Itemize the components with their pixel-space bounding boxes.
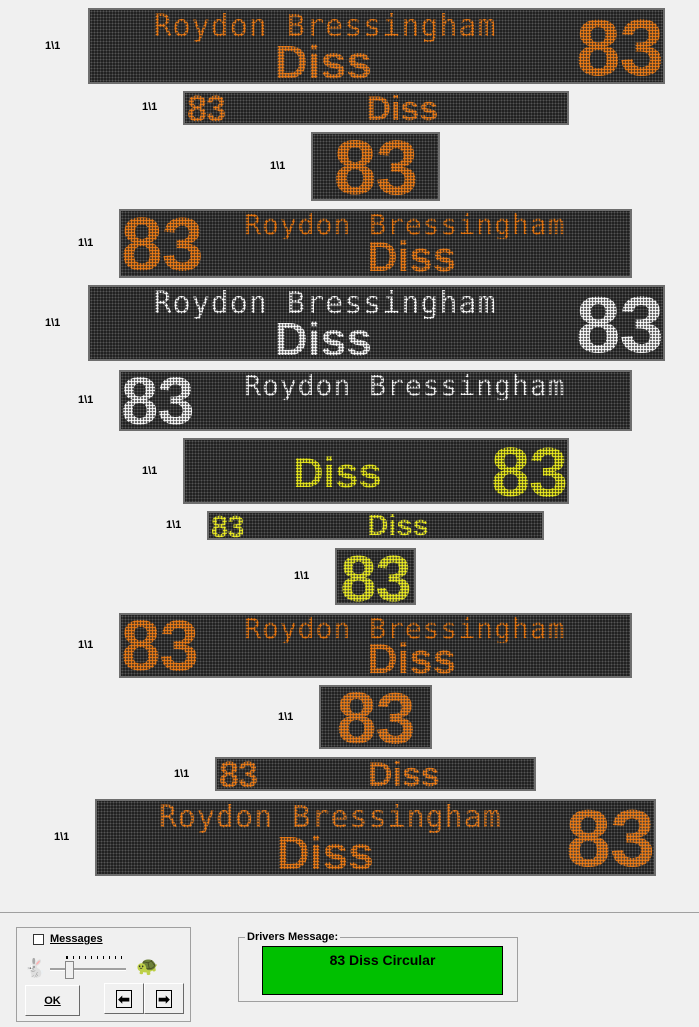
sign-number: 83	[121, 613, 199, 678]
arrow-right-icon: ➡	[156, 989, 172, 1008]
sign-number: 83	[340, 548, 411, 605]
sign-destination: Diss	[274, 35, 372, 84]
led-sign: 83	[319, 685, 432, 749]
sign-via: Roydon Bressingham	[153, 9, 497, 44]
led-sign: 83 Diss	[215, 757, 536, 791]
sign-destination: Diss	[274, 312, 372, 361]
sign-destination: Diss	[367, 511, 429, 540]
sign-number: 83	[576, 285, 663, 361]
hare-icon: 🐇	[24, 958, 47, 978]
drivers-message-text: 83 Diss Circular	[329, 952, 436, 968]
sign-page-label: 1\1	[45, 40, 61, 52]
sign-destination: Diss	[293, 448, 382, 496]
control-panel	[0, 912, 699, 1027]
sign-page-label: 1\1	[54, 831, 70, 843]
sign-via: Roydon Bressingham	[153, 286, 497, 321]
previous-button[interactable]: ⬅	[104, 983, 144, 1014]
sign-page-label: 1\1	[142, 465, 158, 477]
sign-via: Roydon Bressingham	[244, 370, 566, 402]
messages-label[interactable]: Messages	[50, 933, 103, 945]
next-button[interactable]: ➡	[144, 983, 184, 1014]
sign-via: Roydon Bressingham	[244, 613, 566, 645]
sign-number: 83	[219, 757, 258, 791]
sign-number: 83	[121, 370, 195, 431]
led-sign: 83	[335, 548, 416, 605]
sign-destination: Diss	[367, 757, 440, 791]
sign-via: Roydon Bressingham	[244, 209, 566, 241]
drivers-message-title: Drivers Message:	[245, 931, 341, 943]
led-sign: 83 Roydon Bressingham	[119, 370, 632, 431]
led-sign: Diss 83	[183, 438, 569, 504]
led-sign: Roydon Bressingham Diss 83	[95, 799, 656, 876]
sign-page-label: 1\1	[166, 519, 182, 531]
sign-number: 83	[565, 799, 654, 876]
tortoise-icon: 🐢	[136, 956, 159, 976]
sign-number: 83	[211, 511, 244, 540]
led-sign: 83 Roydon Bressingham Diss	[119, 209, 632, 278]
led-sign: Roydon Bressingham Diss 83	[88, 8, 665, 84]
led-sign: 83 Diss	[207, 511, 544, 540]
led-sign: Roydon Bressingham Diss 83	[88, 285, 665, 361]
sign-page-label: 1\1	[278, 711, 294, 723]
sign-via: Roydon Bressingham	[158, 800, 502, 835]
sign-number: 83	[187, 91, 226, 125]
sign-number: 83	[491, 438, 567, 504]
drivers-message-group	[238, 937, 518, 1002]
arrow-left-icon: ⬅	[116, 989, 132, 1008]
sign-number: 83	[333, 132, 419, 201]
sign-number: 83	[576, 8, 663, 84]
sign-destination: Diss	[367, 635, 456, 678]
sign-page-label: 1\1	[270, 160, 286, 172]
messages-checkbox[interactable]	[33, 934, 44, 945]
led-sign: 83	[311, 132, 440, 201]
sign-page-label: 1\1	[294, 570, 310, 582]
speed-slider[interactable]	[48, 956, 128, 979]
slider-thumb[interactable]	[65, 961, 74, 979]
sign-page-label: 1\1	[78, 639, 94, 651]
led-sign: 83 Roydon Bressingham Diss	[119, 613, 632, 678]
sign-page-label: 1\1	[45, 317, 61, 329]
sign-page-label: 1\1	[78, 237, 94, 249]
sign-destination: Diss	[366, 91, 439, 125]
sign-page-label: 1\1	[78, 394, 94, 406]
sign-page-label: 1\1	[174, 768, 190, 780]
ok-button[interactable]: OK	[25, 985, 80, 1016]
sign-number: 83	[121, 209, 203, 278]
playback-group	[16, 927, 191, 1022]
led-sign: 83 Diss	[183, 91, 569, 125]
sign-page-label: 1\1	[142, 101, 158, 113]
drivers-message-display: 83 Diss Circular	[262, 946, 503, 995]
sign-destination: Diss	[367, 232, 456, 278]
sign-destination: Diss	[276, 827, 374, 876]
sign-number: 83	[336, 685, 415, 749]
